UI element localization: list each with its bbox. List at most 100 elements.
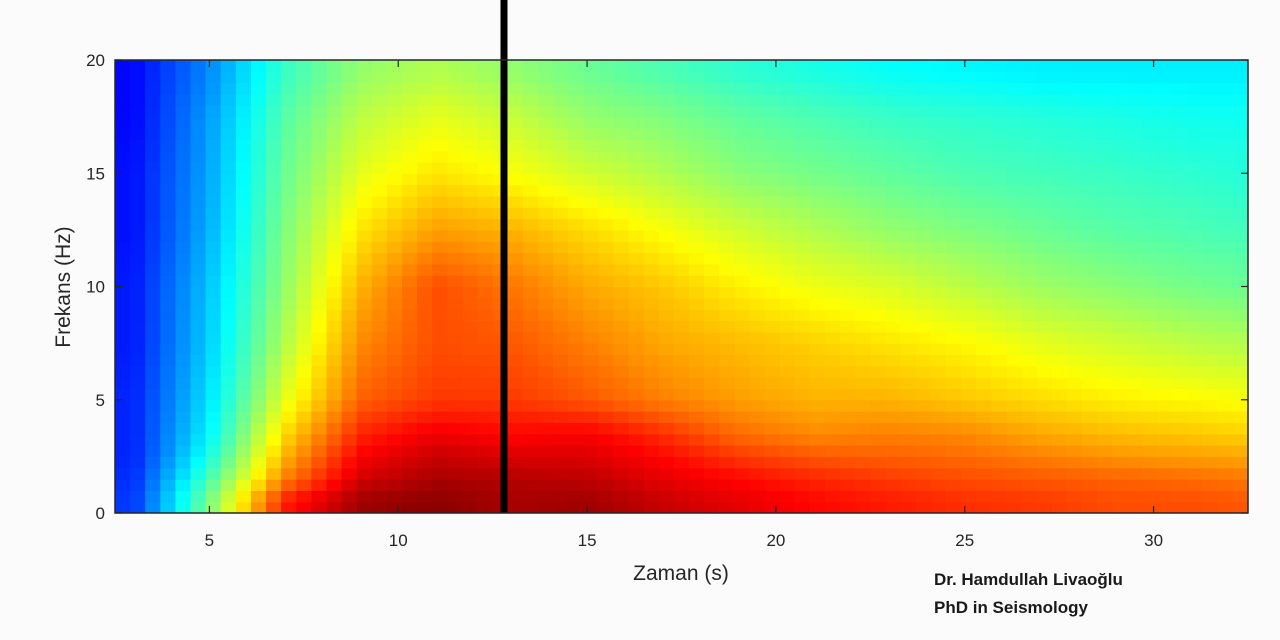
spectrogram-pixel xyxy=(945,343,962,356)
spectrogram-pixel xyxy=(734,263,751,276)
spectrogram-pixel xyxy=(160,377,177,390)
spectrogram-pixel xyxy=(1202,422,1219,435)
spectrogram-pixel xyxy=(477,60,494,72)
spectrogram-pixel xyxy=(432,263,448,276)
spectrogram-pixel xyxy=(1096,377,1113,390)
spectrogram-pixel xyxy=(643,331,660,344)
spectrogram-pixel xyxy=(809,490,826,503)
spectrogram-pixel xyxy=(1096,184,1113,197)
spectrogram-pixel xyxy=(1021,467,1038,480)
spectrogram-pixel xyxy=(1202,297,1219,310)
spectrogram-pixel xyxy=(1112,150,1128,163)
spectrogram-pixel xyxy=(991,490,1007,503)
spectrogram-pixel xyxy=(628,433,645,446)
spectrogram-pixel xyxy=(825,127,841,140)
spectrogram-pixel xyxy=(1187,501,1204,513)
spectrogram-pixel xyxy=(764,229,781,242)
spectrogram-pixel xyxy=(643,467,660,480)
spectrogram-pixel xyxy=(719,388,735,401)
spectrogram-pixel xyxy=(115,127,131,140)
spectrogram-pixel xyxy=(402,127,418,140)
spectrogram-pixel xyxy=(1051,479,1068,491)
spectrogram-pixel xyxy=(462,286,479,299)
spectrogram-pixel xyxy=(1051,60,1068,72)
spectrogram-pixel xyxy=(1142,377,1158,390)
spectrogram-pixel xyxy=(402,456,418,469)
spectrogram-pixel xyxy=(1232,139,1248,152)
spectrogram-pixel xyxy=(689,116,705,129)
spectrogram-pixel xyxy=(402,422,418,435)
spectrogram-pixel xyxy=(1157,93,1174,106)
spectrogram-pixel xyxy=(568,331,584,344)
spectrogram-pixel xyxy=(1006,93,1022,106)
spectrogram-pixel xyxy=(734,71,751,84)
spectrogram-pixel xyxy=(991,263,1007,276)
spectrogram-pixel xyxy=(855,60,871,72)
spectrogram-pixel xyxy=(749,229,766,242)
spectrogram-pixel xyxy=(250,422,267,435)
spectrogram-pixel xyxy=(311,309,328,322)
spectrogram-pixel xyxy=(507,184,524,197)
spectrogram-pixel xyxy=(960,343,977,356)
spectrogram-pixel xyxy=(779,320,796,333)
spectrogram-pixel xyxy=(1051,275,1068,288)
spectrogram-pixel xyxy=(160,263,177,276)
spectrogram-pixel xyxy=(870,377,887,390)
spectrogram-pixel xyxy=(266,456,282,469)
spectrogram-pixel xyxy=(115,377,131,390)
spectrogram-pixel xyxy=(568,195,584,208)
spectrogram-pixel xyxy=(281,116,297,129)
spectrogram-pixel xyxy=(855,433,871,446)
spectrogram-pixel xyxy=(311,297,328,310)
spectrogram-pixel xyxy=(537,150,554,163)
spectrogram-pixel xyxy=(945,82,962,95)
spectrogram-pixel xyxy=(160,173,177,186)
spectrogram-pixel xyxy=(432,105,448,118)
spectrogram-pixel xyxy=(220,320,237,333)
spectrogram-pixel xyxy=(673,411,690,423)
spectrogram-pixel xyxy=(900,354,917,367)
spectrogram-pixel xyxy=(870,184,887,197)
spectrogram-pixel xyxy=(553,116,569,129)
spectrogram-pixel xyxy=(658,320,675,333)
spectrogram-pixel xyxy=(719,71,735,84)
spectrogram-pixel xyxy=(643,116,660,129)
spectrogram-pixel xyxy=(477,320,494,333)
spectrogram-pixel xyxy=(1006,399,1022,412)
spectrogram-pixel xyxy=(386,297,403,310)
spectrogram-pixel xyxy=(190,309,207,322)
spectrogram-pixel xyxy=(915,252,932,265)
spectrogram-pixel xyxy=(220,365,237,378)
spectrogram-pixel xyxy=(613,479,630,491)
spectrogram-pixel xyxy=(915,286,932,299)
spectrogram-pixel xyxy=(1096,275,1113,288)
spectrogram-pixel xyxy=(673,399,690,412)
spectrogram-pixel xyxy=(1021,82,1038,95)
spectrogram-pixel xyxy=(1036,309,1053,322)
spectrogram-pixel xyxy=(809,456,826,469)
spectrogram-pixel xyxy=(643,320,660,333)
spectrogram-pixel xyxy=(553,320,569,333)
spectrogram-pixel xyxy=(598,445,615,457)
spectrogram-pixel xyxy=(417,388,433,401)
spectrogram-pixel xyxy=(175,252,192,265)
spectrogram-pixel xyxy=(960,195,977,208)
spectrogram-pixel xyxy=(628,388,645,401)
spectrogram-pixel xyxy=(432,354,448,367)
spectrogram-pixel xyxy=(885,320,902,333)
spectrogram-pixel xyxy=(402,150,418,163)
spectrogram-pixel xyxy=(643,309,660,322)
spectrogram-pixel xyxy=(462,263,479,276)
y-axis-label: Frekans (Hz) xyxy=(52,226,75,347)
spectrogram-pixel xyxy=(145,173,161,186)
spectrogram-pixel xyxy=(1051,252,1068,265)
spectrogram-pixel xyxy=(341,275,358,288)
spectrogram-pixel xyxy=(1172,275,1189,288)
spectrogram-pixel xyxy=(1187,297,1204,310)
spectrogram-pixel xyxy=(945,365,962,378)
spectrogram-pixel xyxy=(507,433,524,446)
spectrogram-pixel xyxy=(1021,71,1038,84)
spectrogram-pixel xyxy=(447,93,464,106)
spectrogram-pixel xyxy=(507,399,524,412)
